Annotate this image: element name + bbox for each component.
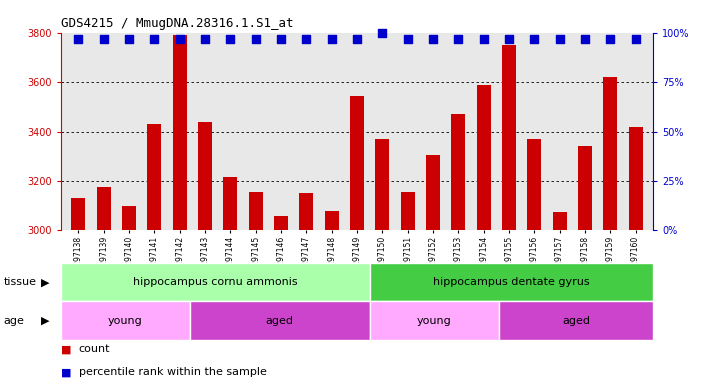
Text: tissue: tissue <box>4 277 36 287</box>
Point <box>630 35 641 41</box>
Text: ■: ■ <box>61 344 71 354</box>
Text: percentile rank within the sample: percentile rank within the sample <box>79 367 266 377</box>
Text: count: count <box>79 344 110 354</box>
Point <box>149 35 160 41</box>
Point <box>225 35 236 41</box>
Text: ▶: ▶ <box>41 316 50 326</box>
Bar <box>603 77 617 230</box>
Bar <box>376 139 389 230</box>
Point <box>579 35 590 41</box>
Bar <box>122 206 136 230</box>
Bar <box>223 177 237 230</box>
Point <box>351 35 363 41</box>
Bar <box>628 127 643 230</box>
Text: ▶: ▶ <box>41 277 50 287</box>
Bar <box>578 146 592 230</box>
Point <box>250 35 261 41</box>
Bar <box>426 155 440 230</box>
Bar <box>528 139 541 230</box>
Point <box>199 35 211 41</box>
Bar <box>498 301 653 340</box>
Text: ■: ■ <box>61 367 71 377</box>
Point <box>276 35 287 41</box>
Bar <box>401 192 415 230</box>
Bar <box>553 212 567 230</box>
Text: aged: aged <box>266 316 293 326</box>
Bar <box>97 187 111 230</box>
Text: young: young <box>417 316 452 326</box>
Text: hippocampus cornu ammonis: hippocampus cornu ammonis <box>133 277 298 287</box>
Bar <box>173 35 186 230</box>
Point <box>73 35 84 41</box>
Bar <box>274 215 288 230</box>
Bar <box>198 122 212 230</box>
Text: hippocampus dentate gyrus: hippocampus dentate gyrus <box>433 277 590 287</box>
Bar <box>502 45 516 230</box>
Bar <box>477 84 491 230</box>
Bar <box>61 263 370 301</box>
Point <box>605 35 616 41</box>
Bar <box>370 301 498 340</box>
Text: young: young <box>108 316 143 326</box>
Bar <box>325 210 338 230</box>
Bar <box>189 301 370 340</box>
Point <box>427 35 438 41</box>
Point <box>326 35 338 41</box>
Point <box>402 35 413 41</box>
Point <box>503 35 515 41</box>
Point <box>301 35 312 41</box>
Bar <box>71 198 86 230</box>
Bar <box>350 96 364 230</box>
Text: GDS4215 / MmugDNA.28316.1.S1_at: GDS4215 / MmugDNA.28316.1.S1_at <box>61 17 293 30</box>
Point <box>453 35 464 41</box>
Bar <box>451 114 466 230</box>
Bar <box>61 301 189 340</box>
Point <box>124 35 135 41</box>
Bar <box>370 263 653 301</box>
Point <box>98 35 109 41</box>
Bar <box>299 193 313 230</box>
Text: aged: aged <box>562 316 590 326</box>
Point <box>478 35 489 41</box>
Point <box>376 30 388 36</box>
Bar <box>147 124 161 230</box>
Text: age: age <box>4 316 24 326</box>
Point <box>174 35 186 41</box>
Bar <box>248 192 263 230</box>
Point <box>554 35 565 41</box>
Point <box>528 35 540 41</box>
